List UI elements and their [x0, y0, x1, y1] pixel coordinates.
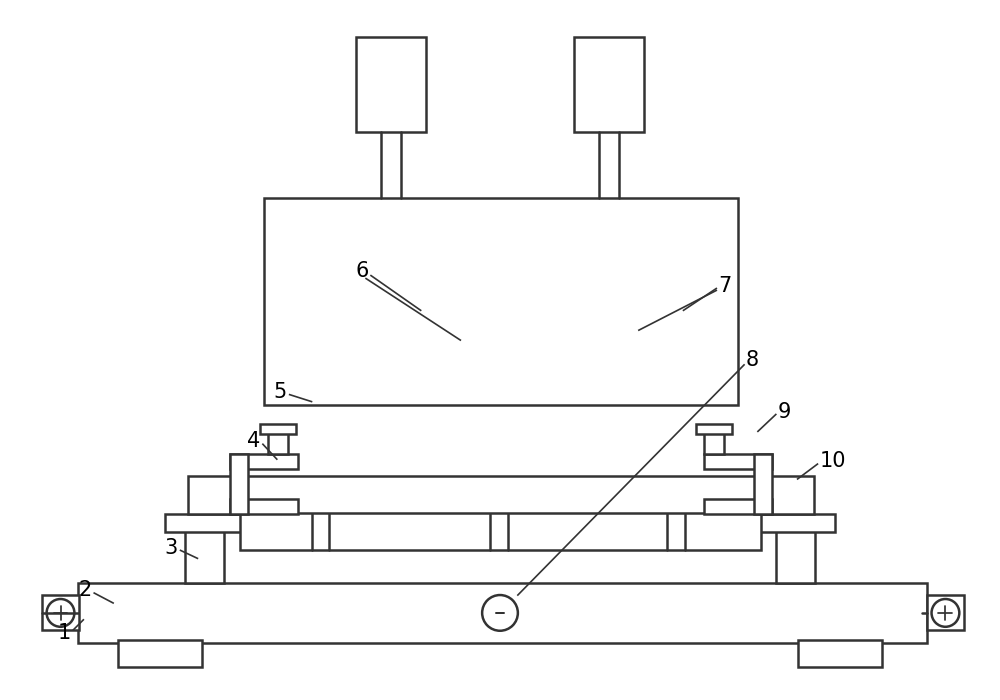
Text: 5: 5	[273, 382, 287, 402]
Bar	[776, 528, 815, 583]
Bar	[356, 38, 426, 132]
Bar	[754, 454, 772, 514]
Bar	[798, 640, 882, 668]
Bar	[260, 424, 296, 434]
Bar	[230, 454, 248, 514]
Bar	[268, 433, 288, 454]
Bar	[230, 499, 298, 514]
Text: 6: 6	[356, 260, 369, 281]
Bar	[704, 433, 724, 454]
Bar	[756, 514, 835, 531]
Bar	[696, 424, 732, 434]
Bar	[574, 38, 644, 132]
Text: 2: 2	[78, 580, 91, 600]
Text: 10: 10	[819, 451, 846, 471]
Text: 7: 7	[718, 276, 732, 295]
Bar	[42, 595, 79, 630]
Bar	[240, 512, 761, 550]
Bar	[264, 198, 738, 405]
Text: 9: 9	[778, 402, 791, 421]
Bar	[185, 528, 224, 583]
Text: 3: 3	[164, 538, 178, 559]
Bar	[230, 454, 298, 469]
Text: 1: 1	[58, 623, 71, 643]
Bar	[165, 514, 244, 531]
Bar	[78, 583, 927, 643]
Bar	[188, 476, 814, 514]
Bar	[704, 454, 772, 469]
Text: 8: 8	[746, 350, 759, 370]
Bar	[704, 499, 772, 514]
Bar	[118, 640, 202, 668]
Text: 4: 4	[247, 431, 260, 452]
Bar	[927, 595, 964, 630]
